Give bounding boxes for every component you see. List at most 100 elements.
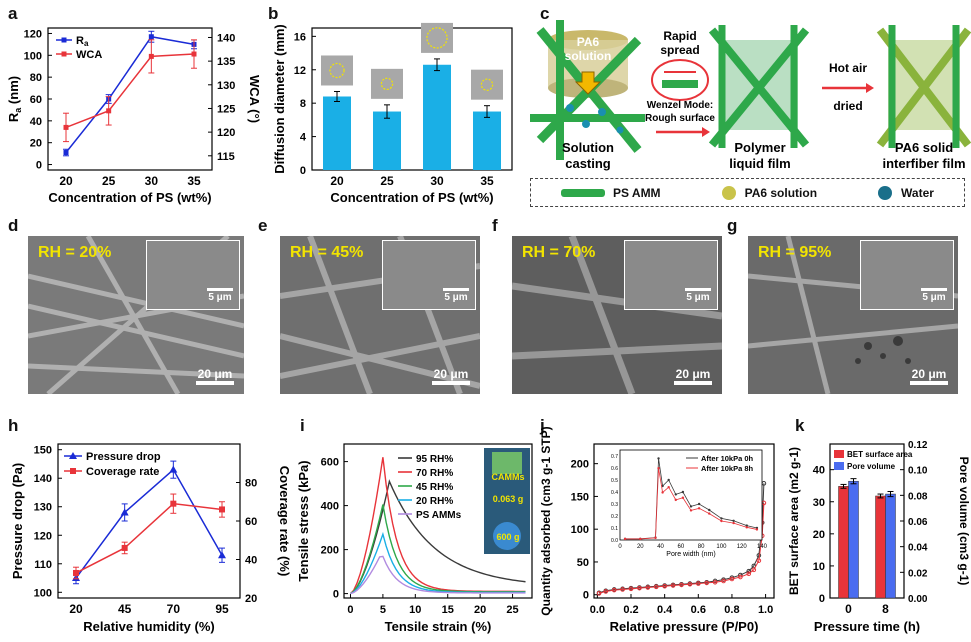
ytick-label-right: 0.02: [908, 568, 928, 579]
step2-label-b: liquid film: [729, 156, 790, 171]
inset-label-load: 600 g: [496, 532, 519, 542]
inset-scale-text-d: 5 μm: [208, 292, 232, 303]
inset-ytick-label: 0.3: [611, 502, 618, 508]
pore-point: [697, 507, 701, 510]
data-point: [191, 51, 197, 57]
sem-inset-e: 5 μm: [382, 240, 476, 310]
panel-letter-e: e: [258, 216, 268, 235]
water-drop-icon: [582, 120, 590, 128]
inset-xtick-label: 120: [737, 544, 748, 550]
isotherm-point: [729, 576, 735, 582]
ytick-label: 8: [300, 98, 306, 110]
data-point-square: [170, 500, 177, 507]
legend-label: 45 RH%: [416, 482, 453, 493]
pore-point: [674, 493, 677, 496]
stress-curve: [350, 479, 526, 595]
ytick-label: 0: [300, 165, 306, 177]
panel-letter-k: k: [795, 416, 805, 435]
pa6-label-1: PA6: [577, 35, 600, 49]
pore-point: [657, 466, 660, 470]
ytick-label: 0: [333, 589, 339, 601]
inset-scale-text-e: 5 μm: [444, 292, 468, 303]
legend-pa6: PA6 solution: [721, 185, 817, 201]
y-axis-title-left: Pressure drop (Pa): [10, 463, 25, 579]
legend-label: BET surface area: [847, 450, 913, 459]
xtick-label: 1.0: [758, 604, 773, 616]
wenzel-label: Wenzel Mode:: [647, 100, 713, 111]
xtick-label: 30: [430, 174, 444, 188]
inset-scale-g: 5 μm: [921, 288, 947, 303]
legend-ps-amm: PS AMM: [561, 186, 661, 200]
data-point-square: [73, 569, 79, 576]
scale-bar-g: 20 μm: [910, 367, 948, 386]
arrow-head-icon: [866, 83, 874, 93]
scale-text-f: 20 μm: [675, 367, 711, 381]
sem-image-g: RH = 95% 5 μm 20 μm: [748, 236, 958, 394]
rh-label-g: RH = 95%: [758, 244, 832, 261]
rough-surface-icon: [662, 80, 698, 88]
legend-label: 70 RH%: [416, 468, 453, 479]
pore-point: [689, 509, 693, 512]
ytick-label-right: 0.04: [908, 543, 928, 554]
series-line-WCA: [65, 53, 195, 129]
liquid-film-diagram: [708, 25, 810, 148]
pore-point: [720, 519, 723, 523]
ytick-label-right: 115: [217, 151, 235, 163]
water-drop-icon: [566, 104, 574, 112]
legend-swatch: [834, 450, 844, 458]
y-axis-title-right: WCA (°): [247, 75, 262, 123]
bar: [838, 486, 849, 599]
bar: [323, 96, 351, 170]
inset-xtick-label: 0: [618, 544, 622, 550]
pore-point: [708, 512, 711, 515]
xtick-label: 95: [215, 602, 229, 616]
xtick-label: 15: [442, 604, 454, 616]
y-axis-title-right: Coverage rate (%): [277, 466, 292, 577]
ytick-label: 50: [577, 557, 589, 569]
ytick-label-left: 0: [36, 160, 42, 172]
inset-scale-f: 5 μm: [685, 288, 711, 303]
isotherm-line: [598, 483, 765, 594]
sem-image-e: RH = 45% 5 μm 20 μm: [280, 236, 480, 394]
sem-inset-g: 5 μm: [860, 240, 954, 310]
x-axis-title: Pressure time (h): [814, 619, 920, 634]
data-point-square: [219, 506, 225, 513]
rh-label-f: RH = 70%: [522, 244, 596, 261]
xtick-label: 25: [506, 604, 518, 616]
legend-label: 20 RH%: [416, 496, 453, 507]
scale-text-d: 20 μm: [197, 367, 233, 381]
chart-a: 0 20 40 60 80 100 120 115 120 125 130 135 140 20 25 30 3…: [6, 27, 262, 205]
panel-letter-f: f: [492, 216, 498, 235]
casting-diagram: PA6 solution: [530, 20, 645, 160]
inset-scale-text-f: 5 μm: [686, 292, 710, 303]
scale-bar-e: 20 μm: [432, 367, 470, 386]
isotherm-point: [603, 589, 609, 594]
scale-bar-d: 20 μm: [196, 367, 234, 386]
step1-label-b: casting: [565, 156, 611, 171]
inset-scale-e: 5 μm: [443, 288, 469, 303]
sem-image-d: RH = 20% 5 μm 20 μm: [28, 236, 244, 394]
y-axis-title: Tensile stress (kPa): [296, 460, 311, 581]
xtick-label: 0: [845, 602, 852, 616]
legend-label: Pore volume: [847, 462, 896, 471]
pore-point: [681, 496, 685, 499]
wenzel-ring: [651, 59, 709, 101]
legend-label-ra: Ra: [76, 35, 89, 48]
x-axis-title: Relative pressure (P/P0): [610, 619, 759, 634]
isotherm-point: [611, 587, 617, 593]
scale-text-g: 20 μm: [911, 367, 947, 381]
plot-frame: [47, 27, 213, 171]
inset-scale-d: 5 μm: [207, 288, 233, 303]
inset-xtick-label: 100: [716, 544, 727, 550]
isotherm-point: [620, 587, 625, 592]
ytick-label: 12: [294, 65, 306, 77]
schematic-c: PA6 solution Solution casting Rapid spre…: [530, 20, 971, 171]
isotherm-point: [751, 567, 757, 573]
ytick-label: 4: [300, 132, 307, 144]
pore-point: [745, 524, 748, 527]
ytick-label-right: 60: [245, 516, 257, 528]
legend-marker: [69, 452, 77, 459]
pore-point: [654, 536, 657, 540]
step1-label-a: Solution: [562, 140, 614, 155]
